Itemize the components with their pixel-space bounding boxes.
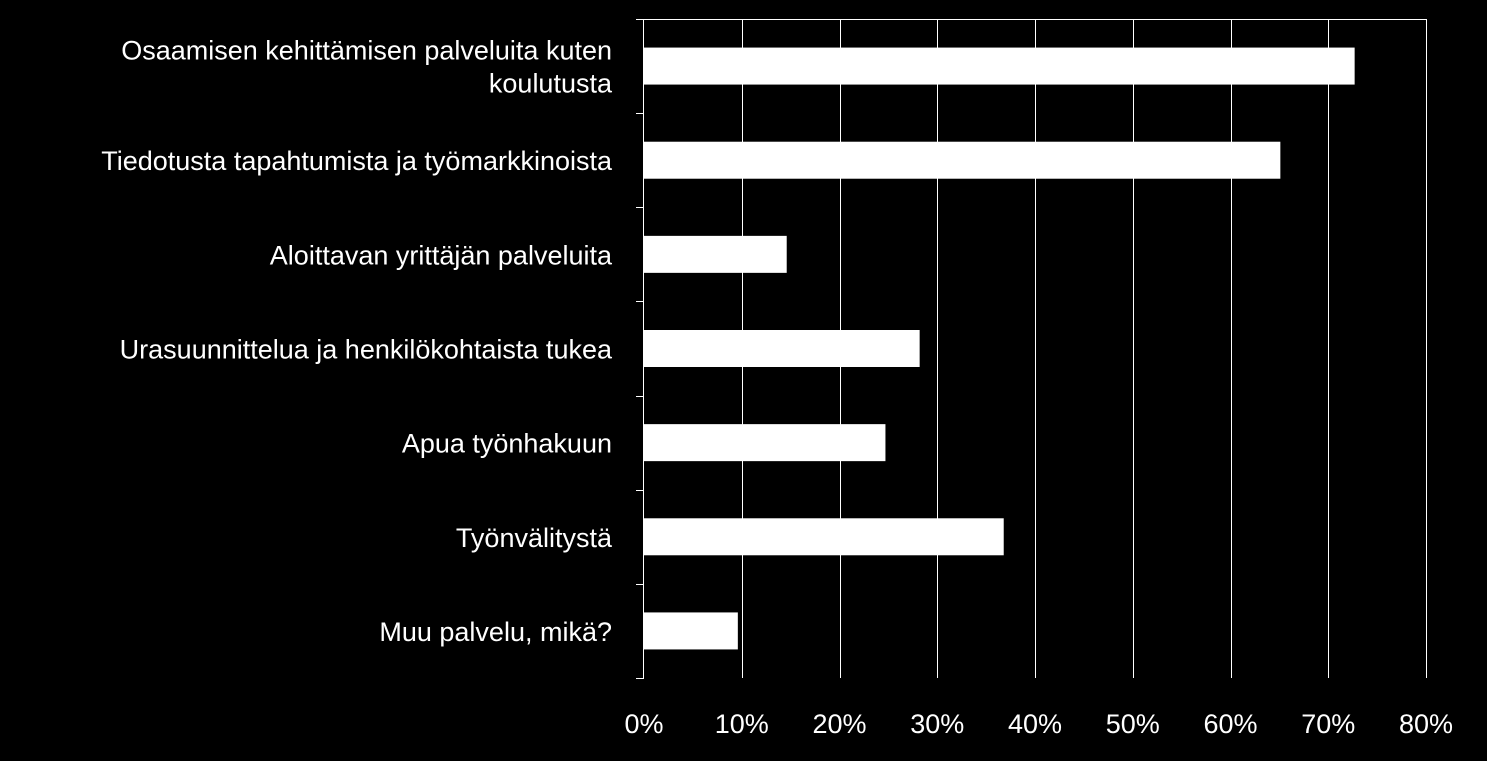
x-tick-label: 10%	[715, 709, 769, 739]
x-tick-labels: 0% 10% 20% 30% 40% 50% 60% 70% 80%	[624, 709, 1453, 739]
bar	[644, 235, 787, 273]
category-label: Urasuunnittelua ja henkilökohtaista tuke…	[120, 335, 613, 365]
x-tick-label: 20%	[812, 709, 866, 739]
y-axis	[636, 19, 644, 679]
bar	[644, 47, 1355, 85]
x-tick-label: 60%	[1203, 709, 1257, 739]
x-tick-label: 80%	[1399, 709, 1453, 739]
x-tick-label: 30%	[910, 709, 964, 739]
gridlines	[644, 19, 1427, 678]
category-labels: Osaamisen kehittämisen palveluita kuten k…	[101, 36, 613, 647]
x-tick-label: 50%	[1106, 709, 1160, 739]
category-label: Muu palvelu, mikä?	[379, 617, 612, 647]
category-label: Työnvälitystä	[456, 523, 613, 553]
x-tick-label: 40%	[1008, 709, 1062, 739]
bar	[644, 330, 920, 367]
category-label: Osaamisen kehittämisen palveluita kuten k…	[121, 36, 613, 99]
x-tick-label: 70%	[1301, 709, 1355, 739]
bar	[644, 612, 738, 650]
category-label: Tiedotusta tapahtumista ja työmarkkinois…	[101, 146, 613, 176]
bar	[644, 141, 1281, 179]
bars	[644, 47, 1355, 650]
bar	[644, 518, 1004, 556]
category-label: Aloittavan yrittäjän palveluita	[270, 240, 613, 270]
bar	[644, 424, 886, 462]
category-label: Apua työnhakuun	[402, 429, 612, 459]
x-tick-label: 0%	[624, 709, 663, 739]
